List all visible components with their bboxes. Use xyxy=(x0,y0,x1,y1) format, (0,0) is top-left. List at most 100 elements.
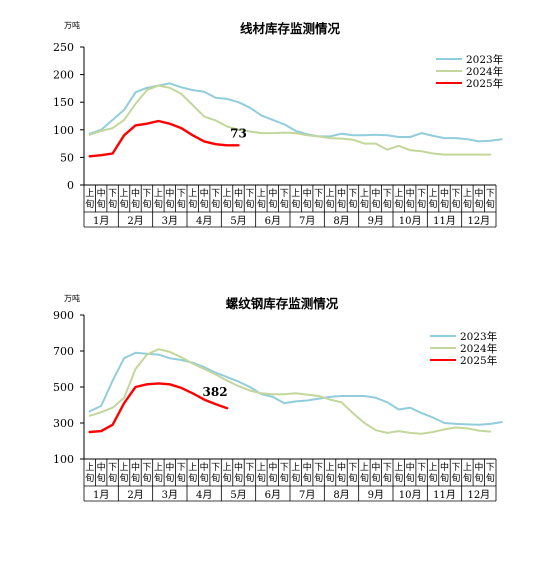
x-tick-label: 上旬 xyxy=(394,462,403,484)
x-tick-label: 中旬 xyxy=(440,187,449,210)
x-tick-label: 上旬 xyxy=(223,188,232,210)
x-tick-label: 上旬 xyxy=(360,188,369,210)
x-tick-label: 下旬 xyxy=(177,463,186,484)
legend-entry-2025: 2025年 xyxy=(466,77,503,90)
unit-label: 万吨 xyxy=(64,293,80,303)
x-month-label: 4月 xyxy=(196,215,212,227)
x-tick-label: 中旬 xyxy=(337,187,346,210)
legend-entry-2023: 2023年 xyxy=(460,330,497,343)
y-tick-label: 0 xyxy=(67,179,74,192)
x-month-label: 12月 xyxy=(467,489,490,501)
x-tick-label: 中旬 xyxy=(371,187,380,210)
x-tick-label: 中旬 xyxy=(303,461,312,484)
series-line-2024 xyxy=(88,84,492,156)
x-tick-label: 下旬 xyxy=(417,463,426,484)
x-tick-label: 中旬 xyxy=(371,461,380,484)
x-tick-label: 下旬 xyxy=(108,189,117,210)
y-tick-label: 200 xyxy=(53,69,74,82)
x-tick-label: 中旬 xyxy=(200,461,209,484)
series-line-2025 xyxy=(88,382,229,434)
x-tick-label: 上旬 xyxy=(257,188,266,210)
y-tick-label: 100 xyxy=(53,124,74,137)
x-month-label: 9月 xyxy=(368,489,384,501)
y-tick-label: 900 xyxy=(53,309,74,322)
legend-entry-2024: 2024年 xyxy=(466,65,503,78)
x-tick-label: 下旬 xyxy=(142,463,151,484)
x-month-label: 5月 xyxy=(230,215,246,227)
x-tick-label: 下旬 xyxy=(245,463,254,484)
x-tick-label: 下旬 xyxy=(486,463,495,484)
x-tick-label: 上旬 xyxy=(120,462,129,484)
legend-entry-2024: 2024年 xyxy=(460,342,497,355)
y-tick-label: 700 xyxy=(53,345,74,358)
chart-title: 螺纹钢库存监测情况 xyxy=(226,296,339,311)
y-tick-label: 150 xyxy=(53,96,74,109)
x-tick-label: 上旬 xyxy=(360,462,369,484)
x-tick-label: 下旬 xyxy=(451,463,460,484)
x-tick-label: 下旬 xyxy=(348,463,357,484)
x-tick-label: 中旬 xyxy=(268,461,277,484)
x-tick-label: 下旬 xyxy=(451,189,460,210)
x-tick-label: 中旬 xyxy=(234,461,243,484)
x-tick-label: 中旬 xyxy=(131,187,140,210)
x-month-label: 10月 xyxy=(399,489,422,501)
x-tick-label: 中旬 xyxy=(165,461,174,484)
x-tick-label: 中旬 xyxy=(97,187,106,210)
x-tick-label: 下旬 xyxy=(280,189,289,210)
x-tick-label: 中旬 xyxy=(406,187,415,210)
x-month-label: 4月 xyxy=(196,489,212,501)
x-tick-label: 上旬 xyxy=(463,188,472,210)
unit-label: 万吨 xyxy=(64,20,80,30)
x-tick-label: 下旬 xyxy=(417,189,426,210)
x-month-label: 1月 xyxy=(93,489,109,501)
y-tick-label: 300 xyxy=(53,417,74,430)
y-tick-label: 100 xyxy=(53,453,74,466)
x-tick-label: 中旬 xyxy=(474,461,483,484)
x-tick-label: 上旬 xyxy=(85,462,94,484)
x-tick-label: 上旬 xyxy=(463,462,472,484)
x-tick-label: 下旬 xyxy=(211,463,220,484)
x-month-label: 2月 xyxy=(127,489,143,501)
data-label-2025-last: 73 xyxy=(230,126,247,140)
x-tick-label: 下旬 xyxy=(108,463,117,484)
x-month-label: 6月 xyxy=(265,215,281,227)
x-tick-label: 下旬 xyxy=(314,463,323,484)
x-tick-label: 下旬 xyxy=(245,189,254,210)
x-month-label: 8月 xyxy=(333,215,349,227)
x-month-label: 7月 xyxy=(299,215,315,227)
x-month-label: 11月 xyxy=(433,215,456,227)
x-month-label: 7月 xyxy=(299,489,315,501)
legend-entry-2023: 2023年 xyxy=(466,53,503,66)
x-tick-label: 上旬 xyxy=(188,462,197,484)
x-tick-label: 下旬 xyxy=(486,189,495,210)
y-tick-label: 500 xyxy=(53,381,74,394)
legend-entry-2025: 2025年 xyxy=(460,354,497,367)
x-tick-label: 上旬 xyxy=(394,188,403,210)
x-tick-label: 上旬 xyxy=(223,462,232,484)
y-tick-label: 50 xyxy=(60,151,74,164)
x-tick-label: 下旬 xyxy=(280,463,289,484)
x-tick-label: 中旬 xyxy=(268,187,277,210)
series-line-2025 xyxy=(88,119,240,158)
data-label-2025-last: 382 xyxy=(203,385,228,399)
x-tick-label: 中旬 xyxy=(474,187,483,210)
x-month-label: 12月 xyxy=(467,215,490,227)
x-month-label: 1月 xyxy=(93,215,109,227)
x-tick-label: 下旬 xyxy=(142,189,151,210)
x-tick-label: 下旬 xyxy=(177,189,186,210)
x-tick-label: 上旬 xyxy=(257,462,266,484)
x-month-label: 3月 xyxy=(162,489,178,501)
x-tick-label: 上旬 xyxy=(429,462,438,484)
x-month-label: 3月 xyxy=(162,215,178,227)
x-tick-label: 中旬 xyxy=(200,187,209,210)
x-tick-label: 中旬 xyxy=(234,187,243,210)
x-tick-label: 中旬 xyxy=(165,187,174,210)
x-tick-label: 上旬 xyxy=(188,188,197,210)
x-month-label: 6月 xyxy=(265,489,281,501)
x-month-label: 11月 xyxy=(433,489,456,501)
x-tick-label: 上旬 xyxy=(120,188,129,210)
x-tick-label: 上旬 xyxy=(326,462,335,484)
x-tick-label: 中旬 xyxy=(337,461,346,484)
